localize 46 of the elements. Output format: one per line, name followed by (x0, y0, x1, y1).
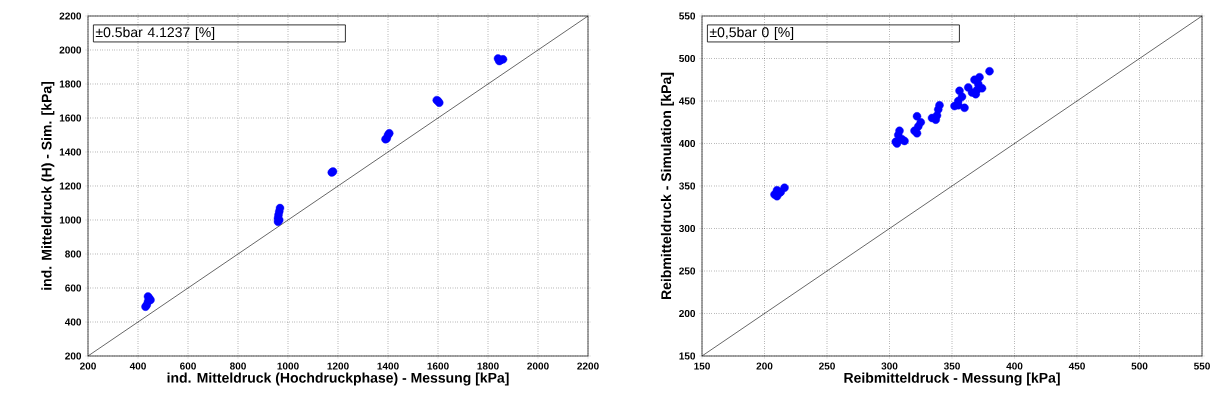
y-tick-label: 150 (679, 352, 696, 360)
annotation: ±0,5bar 0 [%] (709, 26, 794, 40)
x-tick-label: 400 (129, 362, 146, 370)
x-tick-label: 150 (694, 362, 710, 370)
x-tick-label: 400 (1006, 362, 1023, 370)
x-tick-label: 450 (1068, 362, 1085, 370)
y-tick-label: 200 (679, 309, 696, 318)
y-tick-label: 1600 (59, 114, 82, 122)
x-tick-label: 2200 (577, 362, 599, 370)
x-tick-label: 550 (1193, 362, 1210, 370)
y-tick-label: 350 (679, 182, 696, 190)
y-tick-label: 600 (65, 284, 82, 292)
x-axis-title: Reibmitteldruck - Messung [kPa] (844, 372, 1060, 386)
annotation: ±0.5bar 4.1237 [%] (95, 26, 215, 40)
x-tick-label: 300 (881, 362, 898, 370)
y-tick-label: 300 (679, 224, 696, 233)
x-tick-label: 200 (80, 362, 96, 370)
y-tick-label: 550 (679, 12, 696, 20)
x-tick-label: 1600 (427, 362, 449, 370)
x-axis-title: ind. Mitteldruck (Hochdruckphase) - Messung [kPa] (167, 372, 509, 386)
x-tick-label: 1400 (377, 362, 399, 370)
x-tick-label: 2000 (527, 362, 549, 370)
y-tick-label: 2200 (59, 12, 82, 20)
y-tick-label: 800 (65, 250, 82, 258)
y-tick-label: 500 (679, 54, 696, 63)
x-tick-label: 200 (756, 362, 773, 370)
y-axis-title: ind. Mitteldruck (H) - Sim. [kPa] (41, 82, 55, 290)
y-tick-label: 1400 (59, 148, 82, 156)
y-tick-label: 2000 (59, 46, 82, 54)
x-tick-label: 800 (229, 362, 246, 370)
y-tick-label: 1000 (59, 216, 82, 224)
y-tick-label: 250 (679, 267, 696, 275)
x-tick-label: 1200 (327, 362, 349, 370)
y-axis-title: Reibmitteldruck - Simulation [kPa] (660, 72, 674, 300)
y-tick-label: 1200 (59, 182, 82, 190)
y-tick-label: 1800 (59, 80, 82, 88)
x-tick-label: 250 (819, 362, 835, 370)
y-tick-label: 450 (678, 97, 696, 105)
x-tick-label: 600 (180, 362, 196, 370)
y-tick-label: 200 (65, 352, 82, 360)
x-tick-label: 500 (1131, 362, 1148, 370)
x-tick-label: 1800 (477, 362, 499, 370)
x-tick-label: 1000 (277, 362, 299, 370)
y-tick-label: 400 (64, 318, 82, 326)
y-tick-label: 400 (678, 139, 696, 148)
x-tick-label: 350 (943, 362, 960, 370)
